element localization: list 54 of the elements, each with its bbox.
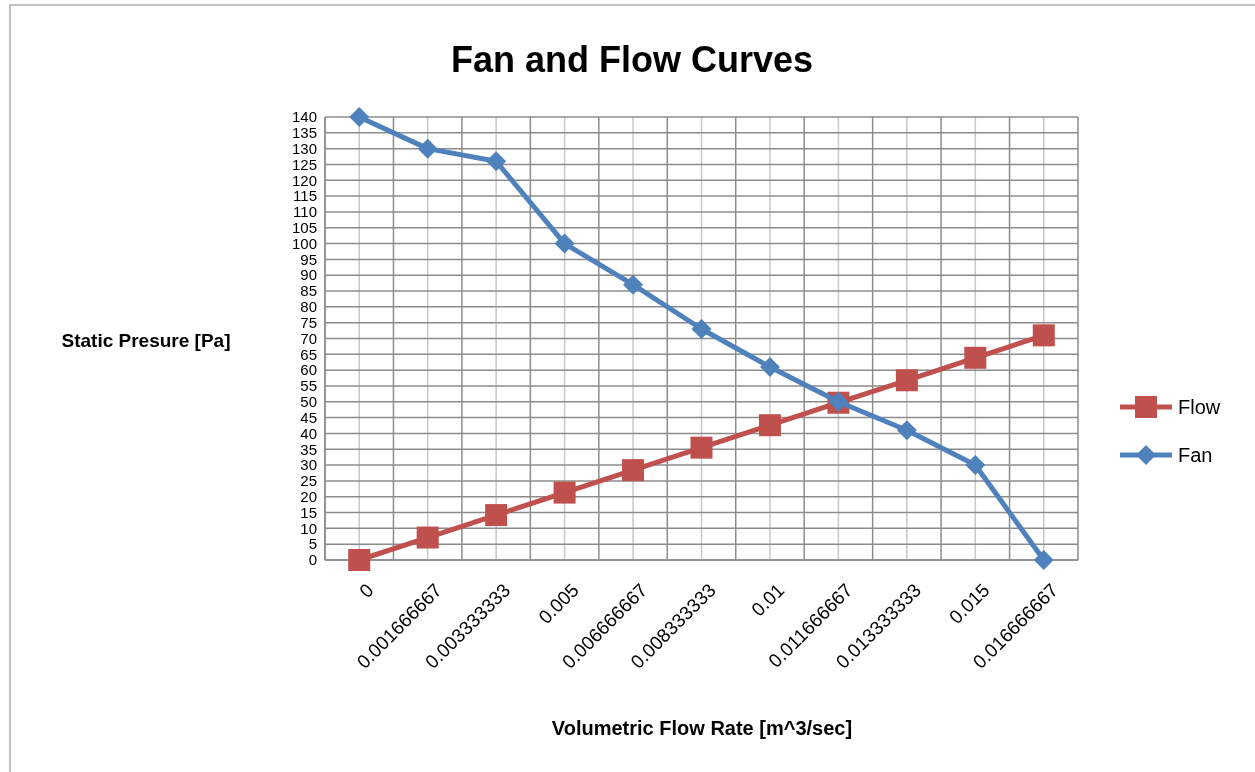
point bbox=[349, 107, 370, 127]
point bbox=[348, 549, 371, 571]
y-tick-label: 30 bbox=[300, 456, 317, 474]
y-tick-label: 85 bbox=[300, 282, 317, 300]
y-tick-label: 45 bbox=[300, 408, 317, 426]
y-tick-label: 10 bbox=[300, 519, 317, 537]
y-tick-label: 95 bbox=[300, 250, 317, 268]
y-tick-label: 40 bbox=[300, 424, 317, 442]
y-tick-label: 60 bbox=[300, 361, 317, 379]
point bbox=[758, 414, 781, 437]
y-tick-label: 65 bbox=[300, 345, 317, 363]
y-axis-title: Static Presure [Pa] bbox=[61, 330, 231, 351]
point bbox=[623, 274, 644, 295]
y-tick-label: 115 bbox=[293, 187, 317, 205]
point bbox=[1033, 550, 1054, 570]
point bbox=[896, 420, 917, 441]
point bbox=[965, 455, 986, 476]
y-tick-label: 55 bbox=[300, 377, 317, 395]
y-tick-label: 75 bbox=[300, 313, 317, 331]
y-tick-label: 0 bbox=[308, 551, 317, 569]
y-tick-label: 15 bbox=[300, 503, 317, 521]
y-tick-label: 70 bbox=[300, 329, 317, 347]
y-tick-label: 130 bbox=[291, 139, 317, 157]
y-tick-label: 90 bbox=[300, 266, 317, 284]
y-tick-label: 50 bbox=[300, 393, 317, 411]
y-tick-label: 100 bbox=[291, 234, 317, 252]
point bbox=[417, 138, 438, 159]
y-tick-label: 140 bbox=[291, 108, 317, 126]
y-tick-label: 80 bbox=[300, 298, 317, 316]
y-tick-label: 5 bbox=[308, 535, 317, 553]
point bbox=[622, 459, 645, 482]
point bbox=[964, 346, 987, 369]
point bbox=[1032, 324, 1055, 347]
point bbox=[486, 151, 507, 172]
point bbox=[690, 436, 713, 459]
y-tick-label: 135 bbox=[291, 124, 317, 142]
y-tick-label: 20 bbox=[300, 487, 317, 505]
chart-title: Fan and Flow Curves bbox=[450, 39, 814, 80]
y-tick-label: 25 bbox=[300, 472, 317, 490]
legend-label: Fan bbox=[1178, 444, 1213, 466]
y-tick-label: 105 bbox=[291, 219, 317, 236]
x-axis-title: Volumetric Flow Rate [m^3/sec] bbox=[551, 717, 853, 739]
point bbox=[554, 233, 575, 254]
legend-label: Flow bbox=[1178, 396, 1221, 418]
y-tick-label: 35 bbox=[300, 440, 317, 458]
point bbox=[416, 526, 439, 549]
point bbox=[553, 481, 576, 504]
point bbox=[895, 369, 918, 392]
y-tick-label: 110 bbox=[293, 203, 317, 221]
point bbox=[691, 319, 712, 340]
point bbox=[759, 356, 780, 377]
y-tick-label: 125 bbox=[291, 155, 317, 173]
point bbox=[485, 504, 508, 527]
y-tick-label: 120 bbox=[291, 171, 317, 189]
